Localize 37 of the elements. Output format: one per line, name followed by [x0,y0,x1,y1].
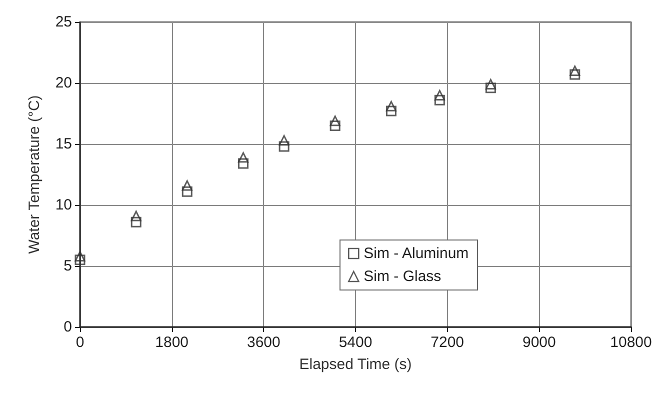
point [330,116,340,126]
legend-label: Sim - Aluminum [364,245,469,262]
y-tick-label: 25 [55,14,72,30]
point [238,152,249,163]
y-tick-label: 20 [55,74,72,92]
point [386,106,396,116]
x-tick-label: 10800 [610,334,652,351]
x-tick-label: 7200 [430,334,464,351]
legend-label: Sim - Glass [364,268,442,285]
point [130,216,142,228]
y-tick-label: 5 [64,258,72,274]
point [434,94,445,106]
point [74,254,86,266]
y-tick-label: 15 [55,136,72,152]
point [130,210,142,222]
point [278,135,290,146]
x-tick-label: 0 [76,334,84,351]
point [485,82,496,94]
y-tick-label: 0 [64,318,72,336]
point [570,66,580,76]
point [485,78,496,90]
point [238,158,249,169]
point [182,186,192,197]
x-tick-label: 3600 [246,334,280,351]
x-tick-label: 5400 [338,334,372,351]
point [330,120,340,131]
point [182,180,192,191]
y-tick-label: 10 [55,196,72,214]
x-tick-label: 9000 [522,334,556,351]
point [434,90,445,100]
x-tick-label: 1800 [155,334,189,351]
x-axis-title: Elapsed Time (s) [299,356,412,373]
point [278,141,290,152]
point [386,100,396,112]
y-axis-title: Water Temperature (°C) [26,95,43,254]
point [74,250,86,262]
point [570,69,580,80]
